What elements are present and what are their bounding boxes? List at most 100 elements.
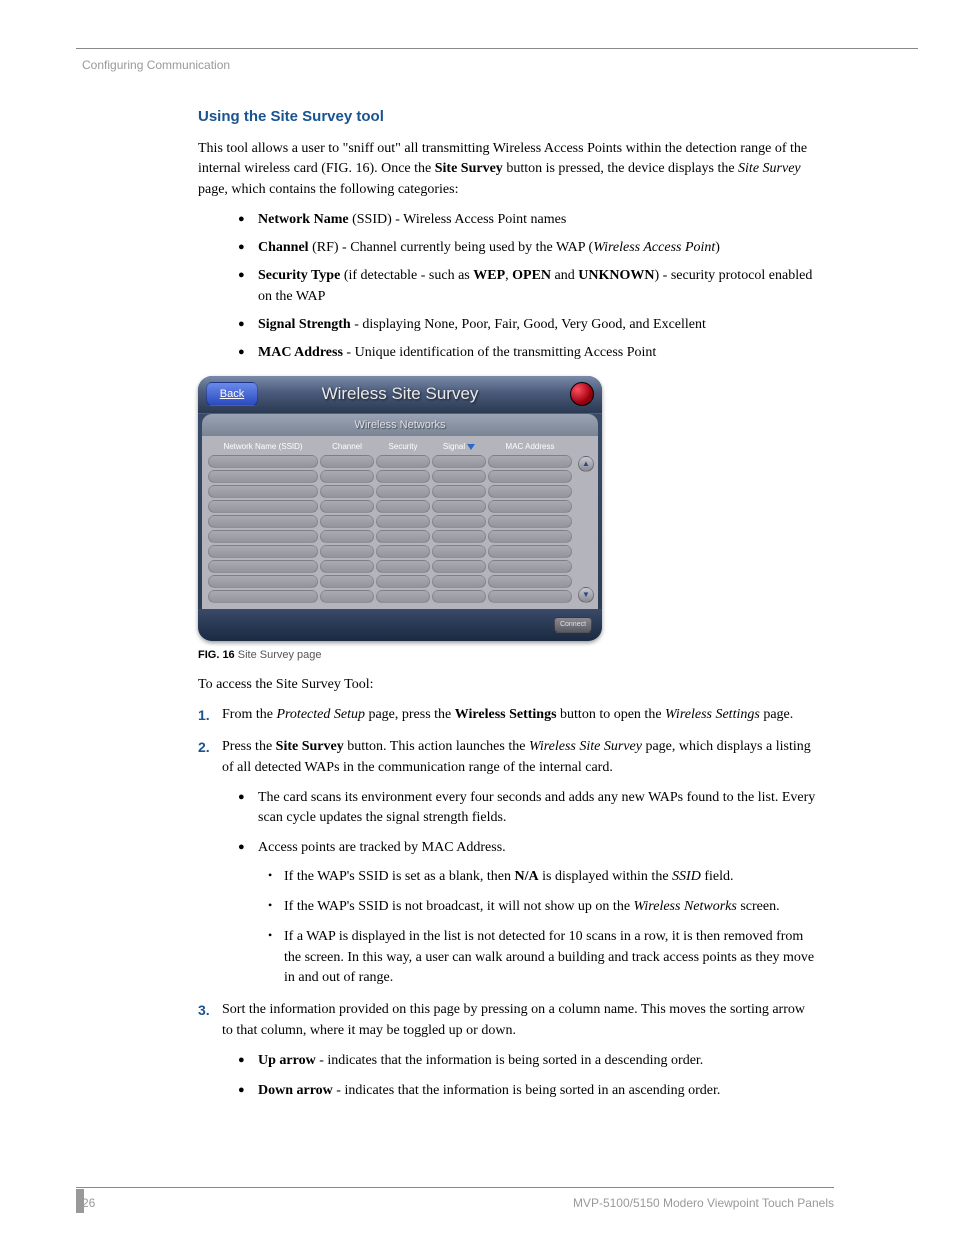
- page-number: 26: [82, 1196, 95, 1210]
- table-cell: [208, 530, 318, 543]
- text: - displaying None, Poor, Fair, Good, Ver…: [351, 317, 706, 332]
- text-bold: MAC Address: [258, 345, 343, 360]
- text-bold: Up arrow: [258, 1053, 316, 1068]
- text: - Unique identification of the transmitt…: [343, 345, 656, 360]
- table-cell: [432, 545, 486, 558]
- table-cell: [376, 560, 430, 573]
- table-cell: [208, 545, 318, 558]
- sort-arrow-icon: [467, 444, 475, 450]
- connect-button[interactable]: Connect: [554, 617, 592, 633]
- text: page, which contains the following categ…: [198, 182, 458, 197]
- access-intro: To access the Site Survey Tool:: [198, 675, 818, 695]
- text: - indicates that the information is bein…: [333, 1083, 721, 1098]
- text-bold: UNKNOWN: [578, 268, 654, 283]
- scroll-down-button[interactable]: ▼: [578, 587, 594, 603]
- footer-doc-title: MVP-5100/5150 Modero Viewpoint Touch Pan…: [573, 1196, 834, 1210]
- table-row[interactable]: [208, 560, 574, 573]
- table-row[interactable]: [208, 575, 574, 588]
- table-cell: [432, 560, 486, 573]
- table-row[interactable]: [208, 485, 574, 498]
- table-cell: [376, 455, 430, 468]
- page-footer: 26 MVP-5100/5150 Modero Viewpoint Touch …: [76, 1187, 834, 1205]
- text-bold: WEP: [473, 268, 505, 283]
- list-item: If the WAP's SSID is not broadcast, it w…: [284, 897, 818, 917]
- list-item: Signal Strength - displaying None, Poor,…: [258, 315, 818, 335]
- text-italic: Wireless Networks: [634, 899, 737, 914]
- table-cell: [376, 485, 430, 498]
- fig-text: Site Survey page: [235, 649, 322, 661]
- text-bold: N/A: [515, 869, 539, 884]
- screenshot-footer: Connect: [198, 609, 602, 641]
- text: and: [551, 268, 578, 283]
- table-cell: [320, 485, 374, 498]
- table-row[interactable]: [208, 545, 574, 558]
- table-cell: [432, 500, 486, 513]
- table-cell: [488, 575, 572, 588]
- back-button[interactable]: Back: [206, 382, 258, 406]
- survey-table: Network Name (SSID)ChannelSecuritySignal…: [202, 436, 598, 609]
- column-header[interactable]: Signal: [432, 442, 486, 451]
- column-header[interactable]: MAC Address: [488, 442, 572, 451]
- text-italic: Wireless Access Point: [593, 240, 715, 255]
- text: button to open the: [557, 707, 666, 722]
- text: (RF) - Channel currently being used by t…: [309, 240, 594, 255]
- list-item: Down arrow - indicates that the informat…: [258, 1081, 818, 1101]
- table-cell: [488, 500, 572, 513]
- running-header: Configuring Communication: [82, 58, 230, 72]
- intro-paragraph: This tool allows a user to "sniff out" a…: [198, 139, 818, 200]
- list-item: Network Name (SSID) - Wireless Access Po…: [258, 210, 818, 230]
- step-1: From the Protected Setup page, press the…: [222, 705, 818, 725]
- table-cell: [488, 515, 572, 528]
- table-row[interactable]: [208, 470, 574, 483]
- list-item: Up arrow - indicates that the informatio…: [258, 1051, 818, 1071]
- text: - indicates that the information is bein…: [316, 1053, 704, 1068]
- text: Sort the information provided on this pa…: [222, 1002, 805, 1037]
- table-cell: [320, 545, 374, 558]
- text: field.: [701, 869, 734, 884]
- table-row[interactable]: [208, 455, 574, 468]
- table-body: [204, 455, 596, 603]
- text: screen.: [737, 899, 780, 914]
- fig-label: FIG. 16: [198, 649, 235, 661]
- status-indicator-icon: [570, 382, 594, 406]
- list-item: Security Type (if detectable - such as W…: [258, 266, 818, 307]
- text-italic: Site Survey: [738, 161, 801, 176]
- step-2: Press the Site Survey button. This actio…: [222, 737, 818, 988]
- table-row[interactable]: [208, 500, 574, 513]
- column-header[interactable]: Security: [376, 442, 430, 451]
- text: page, press the: [365, 707, 455, 722]
- table-cell: [376, 575, 430, 588]
- table-cell: [208, 470, 318, 483]
- step2-bullets: The card scans its environment every fou…: [222, 788, 818, 988]
- table-cell: [320, 530, 374, 543]
- table-row[interactable]: [208, 515, 574, 528]
- table-row[interactable]: [208, 530, 574, 543]
- table-cell: [376, 545, 430, 558]
- table-cell: [208, 500, 318, 513]
- table-cell: [320, 575, 374, 588]
- table-cell: [432, 470, 486, 483]
- text-bold: OPEN: [512, 268, 551, 283]
- scroll-up-button[interactable]: ▲: [578, 456, 594, 472]
- text: page.: [760, 707, 793, 722]
- table-row[interactable]: [208, 590, 574, 603]
- text-bold: Security Type: [258, 268, 340, 283]
- table-cell: [376, 590, 430, 603]
- text-italic: Wireless Settings: [665, 707, 760, 722]
- list-item: If the WAP's SSID is set as a blank, the…: [284, 867, 818, 887]
- column-header[interactable]: Network Name (SSID): [208, 442, 318, 451]
- text-italic: Wireless Site Survey: [529, 739, 642, 754]
- text-bold: Site Survey: [276, 739, 344, 754]
- column-header[interactable]: Channel: [320, 442, 374, 451]
- list-item: If a WAP is displayed in the list is not…: [284, 927, 818, 988]
- text-bold: Site Survey: [435, 161, 503, 176]
- table-cell: [320, 455, 374, 468]
- text: If the WAP's SSID is not broadcast, it w…: [284, 899, 634, 914]
- main-content: Using the Site Survey tool This tool all…: [198, 108, 818, 1113]
- text: button. This action launches the: [344, 739, 529, 754]
- text-bold: Signal Strength: [258, 317, 351, 332]
- text: is displayed within the: [539, 869, 672, 884]
- text-bold: Down arrow: [258, 1083, 333, 1098]
- step2-sub-bullets: If the WAP's SSID is set as a blank, the…: [258, 867, 818, 988]
- text-bold: Network Name: [258, 212, 349, 227]
